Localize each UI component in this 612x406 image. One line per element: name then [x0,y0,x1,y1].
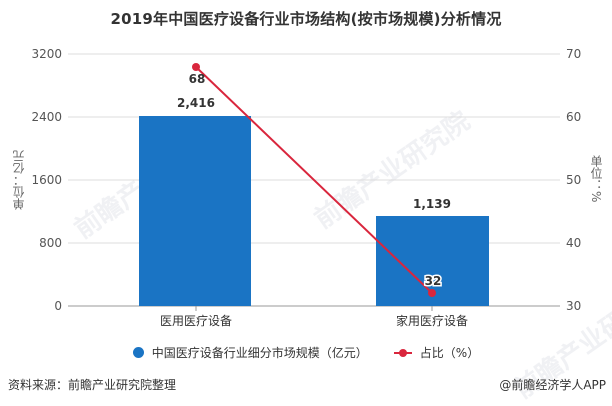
category-label: 医用医疗设备 [160,314,232,328]
right-tick: 60 [566,110,581,124]
right-tick: 70 [566,47,581,61]
left-tick: 0 [54,299,62,313]
left-tick: 2400 [31,110,62,124]
point-value-label: 68 [189,72,206,86]
share-point[interactable] [428,289,436,297]
right-tick: 40 [566,236,581,250]
legend-label: 占比（%） [419,346,480,360]
bar-medical-equipment[interactable] [139,116,251,306]
right-tick: 50 [566,173,581,187]
footer: 资料来源：前瞻产业研究院整理 @前瞻经济学人APP [0,374,612,394]
legend-item-market-size[interactable]: 中国医疗设备行业细分市场规模（亿元） [132,344,368,361]
right-axis-title: 单位：% [589,155,603,203]
share-point[interactable] [192,63,200,71]
left-tick: 1600 [31,173,62,187]
right-tick: 30 [566,299,581,313]
legend: 中国医疗设备行业细分市场规模（亿元） 占比（%） [0,344,612,361]
circle-icon [132,347,144,358]
legend-label: 中国医疗设备行业细分市场规模（亿元） [151,346,368,360]
bar-value-label: 1,139 [413,197,451,211]
legend-item-share[interactable]: 占比（%） [393,344,480,361]
point-value-label: 32 [425,274,442,288]
category-label: 家用医疗设备 [396,313,468,328]
left-tick: 3200 [31,47,62,61]
left-axis-title: 单位：亿元 [12,150,26,210]
source-text: 资料来源：前瞻产业研究院整理 [8,378,177,392]
bar-value-label: 2,416 [177,96,215,110]
chart-title: 2019年中国医疗设备行业市场结构(按市场规模)分析情况 [110,10,502,28]
brand-text: @前瞻经济学人APP [499,378,606,392]
left-tick: 800 [39,236,62,250]
share-line [195,66,433,294]
line-marker-icon [393,348,412,358]
